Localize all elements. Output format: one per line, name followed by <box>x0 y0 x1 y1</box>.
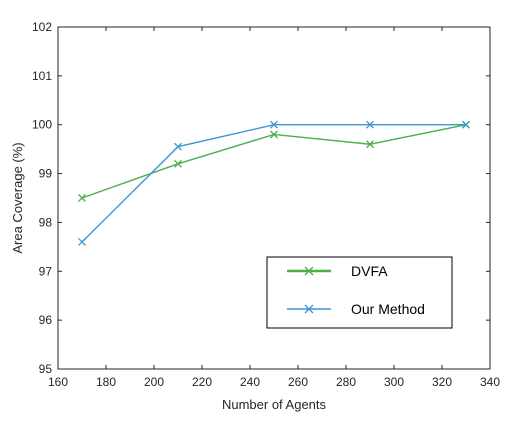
data-point-our-method <box>78 238 86 246</box>
legend-marker-our-method <box>304 304 314 314</box>
y-tick-label: 102 <box>32 20 52 34</box>
x-tick-label: 200 <box>144 375 164 389</box>
x-axis-label: Number of Agents <box>222 397 327 412</box>
y-tick-label: 99 <box>39 167 53 181</box>
legend-marker-dvfa <box>304 266 314 276</box>
x-tick-label: 180 <box>96 375 116 389</box>
x-tick-label: 320 <box>432 375 452 389</box>
data-point-our-method <box>366 120 374 129</box>
legend-label-our-method: Our Method <box>351 301 425 317</box>
x-tick-label: 220 <box>192 375 212 389</box>
y-tick-label: 101 <box>32 69 52 83</box>
data-point-dvfa <box>366 140 374 149</box>
y-tick-label: 97 <box>39 264 53 278</box>
legend-label-dvfa: DVFA <box>351 263 388 279</box>
x-tick-label: 300 <box>384 375 404 389</box>
axis-ticks: 160 180 200 220 240 260 280 300 320 340 95 96 97 98 99… <box>32 20 500 389</box>
y-tick-label: 96 <box>39 313 53 327</box>
series-layer <box>78 120 470 246</box>
legend-box <box>266 256 453 329</box>
legend: DVFA Our Method <box>266 256 453 329</box>
data-point-dvfa <box>78 194 86 202</box>
x-tick-label: 280 <box>336 375 356 389</box>
data-point-our-method <box>462 120 470 129</box>
data-point-our-method <box>174 142 182 151</box>
data-point-dvfa <box>270 130 278 139</box>
x-tick-label: 260 <box>288 375 308 389</box>
y-tick-label: 98 <box>39 215 53 229</box>
data-point-our-method <box>270 120 278 129</box>
x-tick-label: 240 <box>240 375 260 389</box>
y-tick-label: 100 <box>32 118 52 132</box>
y-axis-label: Area Coverage (%) <box>10 142 25 253</box>
y-tick-label: 95 <box>39 362 53 376</box>
x-tick-label: 340 <box>480 375 500 389</box>
x-tick-label: 160 <box>48 375 68 389</box>
data-point-dvfa <box>174 159 182 168</box>
